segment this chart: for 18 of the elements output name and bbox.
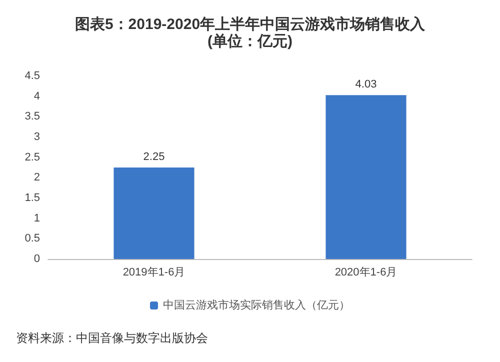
data-label: 2.25 <box>143 151 165 163</box>
data-label: 4.03 <box>355 78 377 91</box>
y-tick-label: 2.5 <box>24 151 40 164</box>
chart-subtitle: (单位：亿元) <box>208 33 292 50</box>
chart-title: 图表5：2019-2020年上半年中国云游戏市场销售收入 <box>74 15 426 33</box>
y-tick-label: 3 <box>34 131 40 143</box>
text: 资料来源：中国音像与数字出版协会 <box>16 331 208 345</box>
y-tick-label: 4 <box>34 90 40 102</box>
x-tick-label: 2019年1-6月 <box>122 266 186 278</box>
y-tick-label: 0.5 <box>24 232 40 245</box>
y-tick-label: 1.5 <box>24 192 40 204</box>
y-tick-label: 0 <box>34 253 40 265</box>
y-tick-label: 4.5 <box>24 70 40 82</box>
y-tick-label: 2 <box>34 172 40 184</box>
y-tick-label: 1 <box>34 212 40 224</box>
x-tick-label: 2020年1-6月 <box>334 266 398 278</box>
legend-label: 中国云游戏市场实际销售收入（亿元） <box>163 298 350 312</box>
y-tick-label: 3.5 <box>24 110 40 123</box>
